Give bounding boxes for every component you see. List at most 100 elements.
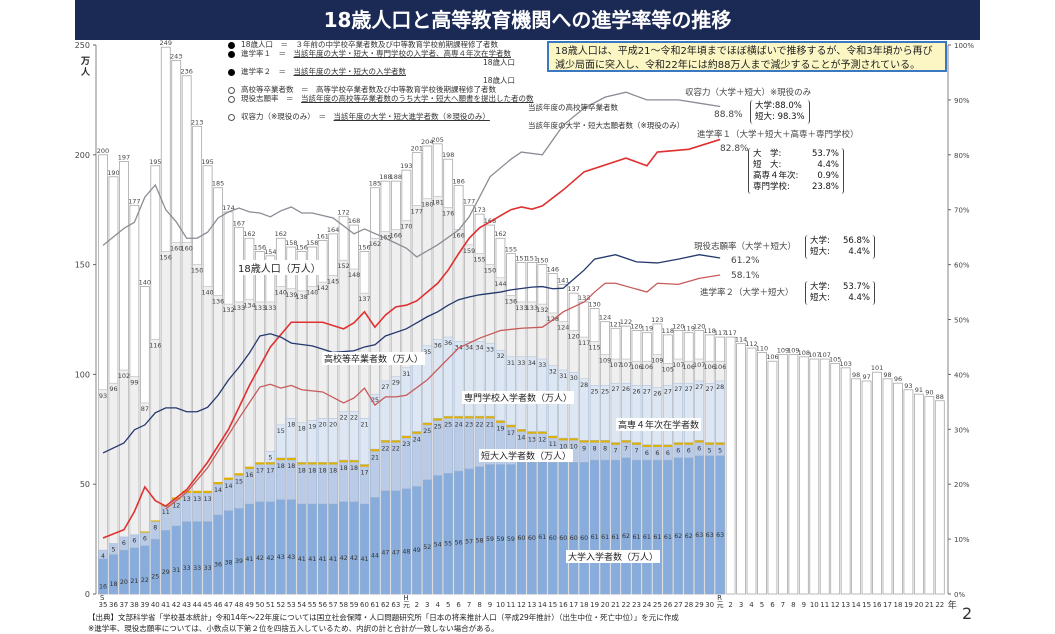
bar-label-univ: 42	[350, 555, 358, 562]
bar-label-univ: 48	[402, 548, 410, 555]
bar-junior-college	[108, 543, 119, 555]
bar-label-univ: 55	[444, 541, 452, 548]
breakdown-key: 短大:	[810, 247, 830, 257]
bar-label-junior: 14	[214, 487, 222, 494]
x-tick-label: 54	[297, 601, 306, 609]
x-tick-label: 28	[684, 601, 693, 609]
x-tick-label: 14	[852, 601, 861, 609]
bar-kosen	[715, 442, 725, 445]
bar-label-univ: 61	[643, 534, 651, 541]
bar-label-univ: 41	[319, 556, 327, 563]
bar-label-univ: 42	[256, 555, 264, 562]
bar-university	[391, 490, 401, 595]
bar-18-population	[830, 363, 841, 595]
bar-label-junior: 17	[360, 470, 368, 477]
x-tick-label: 18	[580, 601, 589, 609]
era-marker: H	[403, 594, 408, 602]
y2-tick-label: 30%	[954, 426, 970, 434]
legend-item: 収容力（※現役のみ） ＝ 当該年度の大学・短大進学者数（※現役のみ）	[228, 112, 684, 121]
x-tick-label: 2	[415, 601, 419, 609]
bar-label-voc: 25	[371, 397, 379, 404]
bar-label-voc: 31	[559, 373, 567, 380]
bar-label-population: 119	[641, 325, 653, 333]
bar-label-population: 120	[672, 322, 684, 330]
x-tick-label: 5	[446, 601, 450, 609]
bar-kosen	[213, 482, 223, 485]
bar-label-graduates: 107	[693, 361, 705, 369]
bar-university	[349, 501, 359, 595]
bar-label-junior: 6	[666, 450, 670, 457]
bar-kosen	[652, 444, 662, 447]
bar-kosen	[558, 438, 568, 441]
bar-label-graduates: 134	[243, 302, 255, 310]
breakdown-key: 短大:	[810, 293, 830, 303]
summary-callout: 18歳人口は、平成21～令和2年頃までほぼ横ばいで推移するが、令和3年頃から再び…	[547, 41, 947, 72]
rate1-breakdown: 大 学: 53.7% 短 大: 4.4% 高専４年次: 0.9% 専門学校: 23.8%	[748, 148, 844, 194]
bar-label-graduates: 140	[306, 289, 318, 297]
bar-university	[265, 501, 276, 595]
rate2-breakdown: 大学: 53.7% 短大: 4.4%	[805, 281, 875, 305]
bar-vocational	[422, 345, 432, 423]
bar-vocational	[443, 336, 453, 417]
open-circle-icon	[228, 95, 235, 103]
bar-label-graduates: 107	[609, 361, 621, 369]
y-tick-label: 250	[75, 41, 90, 50]
bar-university	[610, 459, 621, 595]
bar-vocational	[485, 343, 495, 417]
x-tick-label: 51	[266, 601, 275, 609]
bar-label-junior: 14	[517, 434, 525, 441]
bar-label-population: 162	[275, 230, 287, 238]
bar-vocational	[579, 378, 589, 441]
series-label-pop: 18歳人口（万人）	[236, 260, 323, 275]
bar-label-voc: 21	[360, 421, 368, 428]
bar-label-graduates: 166	[452, 231, 464, 239]
legend-item: 現役志願率 ＝ 当該年度の高校等卒業者数のうち大学・短大へ願書を提出した者の数	[228, 94, 684, 103]
bar-vocational	[715, 380, 725, 443]
x-tick-label: 25	[653, 601, 662, 609]
x-tick-label: 17	[569, 601, 578, 609]
x-tick-label: 3	[425, 601, 429, 609]
bar-kosen	[234, 473, 244, 476]
bar-label-univ: 41	[360, 556, 368, 563]
bar-vocational	[391, 376, 401, 441]
bar-vocational	[276, 424, 286, 459]
bar-kosen	[433, 418, 443, 421]
legend-denominator: 18歳人口	[483, 76, 516, 85]
bar-vocational	[610, 382, 621, 443]
bar-kosen	[621, 440, 631, 443]
bar-university	[663, 459, 673, 595]
bar-label-population: 204	[421, 138, 433, 146]
bar-junior-college	[129, 534, 140, 549]
bar-label-univ: 21	[130, 578, 138, 585]
x-tick-label: 17	[883, 601, 892, 609]
x-tick-label: 36	[109, 601, 118, 609]
bar-label-population: 120	[630, 322, 642, 330]
bar-kosen	[391, 440, 401, 443]
y2-tick-label: 0%	[954, 591, 965, 599]
bar-label-junior: 13	[193, 496, 201, 503]
x-tick-label: 10	[496, 601, 505, 609]
breakdown-key: 大学:	[810, 282, 830, 292]
bar-label-graduates: 87	[141, 405, 149, 413]
source-note: 【出典】文部科学省「学校基本統計」令和14年～22年度については国立社会保障・人…	[88, 613, 679, 622]
x-tick-label: 20	[601, 601, 610, 609]
bar-vocational	[663, 385, 673, 445]
bar-kosen	[412, 431, 422, 434]
bar-label-graduates: 133	[515, 304, 527, 312]
bar-label-junior: 17	[507, 430, 515, 437]
bar-label-population: 195	[149, 158, 161, 166]
x-tick-label: 9	[802, 601, 806, 609]
bar-label-graduates: 170	[400, 223, 412, 231]
x-tick-label: 9	[488, 601, 492, 609]
bar-label-graduates: 106	[714, 363, 726, 371]
x-tick-label: 13	[527, 601, 536, 609]
bar-kosen	[286, 457, 296, 461]
breakdown-value: 4.4%	[848, 247, 870, 257]
bar-label-graduates: 138	[296, 293, 308, 301]
legend-denominator: 当該年度の高校等卒業者数	[528, 103, 618, 112]
bar-label-population: 195	[201, 158, 213, 166]
bar-18-population	[882, 378, 893, 595]
bar-label-univ: 61	[664, 534, 672, 541]
bar-university	[276, 499, 286, 595]
bar-label-graduates: 133	[526, 304, 538, 312]
